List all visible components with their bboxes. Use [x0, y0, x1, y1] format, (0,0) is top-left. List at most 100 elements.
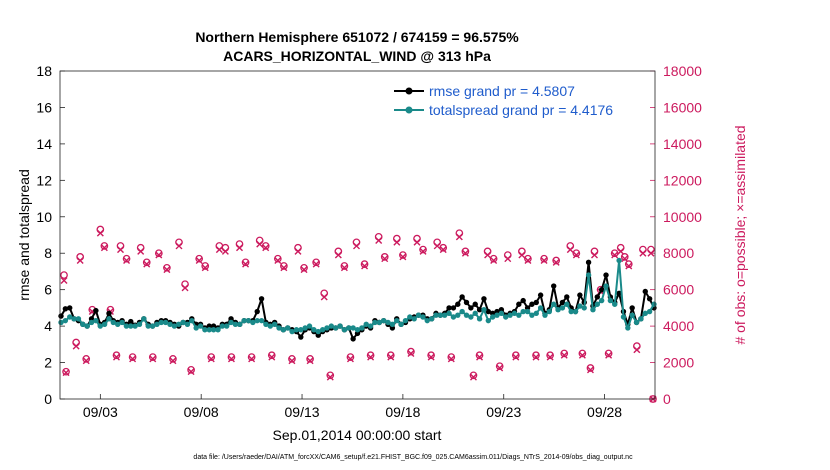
plot-area	[60, 71, 655, 399]
obs-assimilated-stroke	[524, 257, 532, 265]
obs-assimilated-stroke	[439, 246, 447, 254]
legend: rmse grand pr = 4.5807 totalspread grand…	[390, 80, 650, 124]
obs-assimilated-marker	[340, 264, 348, 272]
obs-assimilated-marker	[647, 249, 655, 257]
totalspread-point	[481, 307, 487, 313]
totalspread-point	[468, 314, 474, 320]
obs-assimilated-marker	[300, 266, 308, 274]
obs-assimilated-stroke	[419, 247, 427, 255]
obs-assimilated-marker	[195, 257, 203, 265]
obs-possible-marker	[532, 351, 540, 360]
obs-assimilated-marker	[512, 353, 520, 361]
totalspread-point	[380, 317, 387, 324]
obs-possible-marker	[62, 367, 70, 376]
totalspread-point	[171, 323, 178, 329]
obs-possible-marker	[439, 243, 448, 252]
obs-assimilated-marker	[143, 260, 151, 268]
obs-assimilated-marker	[625, 262, 633, 270]
rmse-point	[476, 307, 483, 313]
obs-assimilated-stroke	[447, 355, 455, 363]
totalspread-point	[437, 312, 444, 318]
totalspread-point	[463, 312, 470, 318]
right-axis-ticks: 0 2000 4000 6000 8000 10000 12000 14000 16000 180…	[650, 63, 702, 407]
obs-possible-marker	[247, 353, 256, 361]
obs-assimilated-stroke	[112, 353, 120, 361]
obs-assimilated-stroke	[496, 364, 504, 372]
obs-possible-marker	[142, 258, 151, 267]
obs-possible-marker	[241, 258, 250, 267]
totalspread-series	[58, 257, 657, 335]
obs-assimilated-stroke	[169, 357, 177, 365]
obs-assimilated-marker	[100, 244, 108, 252]
obs-possible-marker	[300, 263, 308, 272]
obs-assimilated-stroke	[590, 251, 598, 259]
totalspread-point	[520, 308, 526, 315]
obs-possible-marker	[399, 251, 407, 259]
obs-assimilated-marker	[476, 353, 484, 361]
totalspread-point	[162, 319, 169, 326]
obs-possible-marker	[128, 353, 137, 361]
obs-assimilated-stroke	[387, 353, 395, 361]
totalspread-point	[324, 325, 330, 331]
obs-assimilated-marker	[617, 247, 625, 255]
obs-assimilated-stroke	[306, 357, 314, 365]
obs-assimilated-stroke	[407, 349, 415, 357]
totalspread-point	[503, 314, 509, 320]
obs-assimilated-marker	[117, 246, 125, 254]
obs-assimilated-stroke	[155, 251, 163, 259]
totalspread-point	[620, 314, 627, 320]
obs-possible-marker	[407, 347, 415, 356]
obs-possible-marker	[112, 351, 121, 360]
rmse-point	[459, 294, 465, 300]
x-axis-label: Sep.01,2014 00:00:00 start	[273, 427, 442, 443]
obs-assimilated-stroke	[236, 244, 244, 252]
totalspread-point	[254, 317, 260, 324]
obs-possible-marker	[540, 254, 548, 263]
obs-assimilated-stroke	[72, 342, 80, 350]
totalspread-point	[598, 297, 605, 304]
totalspread-point	[263, 321, 269, 327]
obs-assimilated-marker	[427, 353, 435, 361]
totalspread-point	[542, 312, 548, 318]
totalspread-point	[616, 257, 622, 264]
totalspread-point	[176, 321, 182, 327]
obs-assimilated-stroke	[352, 242, 360, 250]
obs-assimilated-stroke	[566, 246, 574, 254]
plot-frame	[59, 70, 656, 400]
obs-possible-marker	[360, 260, 369, 269]
obs-assimilated-stroke	[484, 251, 492, 259]
obs-assimilated-stroke	[578, 351, 586, 359]
obs-assimilated-marker	[439, 246, 447, 254]
totalspread-point	[516, 312, 522, 318]
obs-assimilated-stroke	[221, 247, 229, 255]
obs-assimilated-marker	[611, 251, 619, 259]
totalspread-point	[529, 312, 535, 318]
y-axis-label-left: rmse and totalspread	[16, 169, 32, 301]
totalspread-point	[398, 321, 404, 327]
totalspread-point	[158, 319, 164, 326]
totalspread-point	[289, 328, 295, 335]
obs-assimilated-stroke	[647, 249, 655, 257]
obs-possible-marker	[469, 371, 478, 380]
totalspread-point	[215, 327, 221, 333]
obs-assimilated-marker	[352, 242, 360, 250]
x-tick-label: 09/03	[83, 404, 118, 420]
rmse-point	[472, 301, 478, 307]
obs-possible-marker	[122, 254, 131, 263]
right-tick-label: 12000	[663, 172, 702, 188]
totalspread-point	[407, 314, 413, 320]
obs-assimilated-marker	[361, 262, 369, 270]
obs-assimilated-marker	[227, 355, 235, 363]
totalspread-point	[564, 301, 570, 307]
totalspread-point	[293, 327, 300, 333]
totalspread-point	[450, 314, 457, 320]
obs-assimilated-marker	[540, 257, 548, 265]
obs-possible-marker	[201, 262, 210, 270]
obs-assimilated-marker	[288, 357, 296, 365]
obs-assimilated-stroke	[512, 353, 520, 361]
rmse-point	[450, 305, 457, 311]
obs-assimilated-marker	[381, 255, 389, 263]
obs-assimilated-stroke	[399, 253, 407, 261]
obs-assimilated-marker	[312, 260, 320, 268]
totalspread-point	[476, 316, 483, 322]
